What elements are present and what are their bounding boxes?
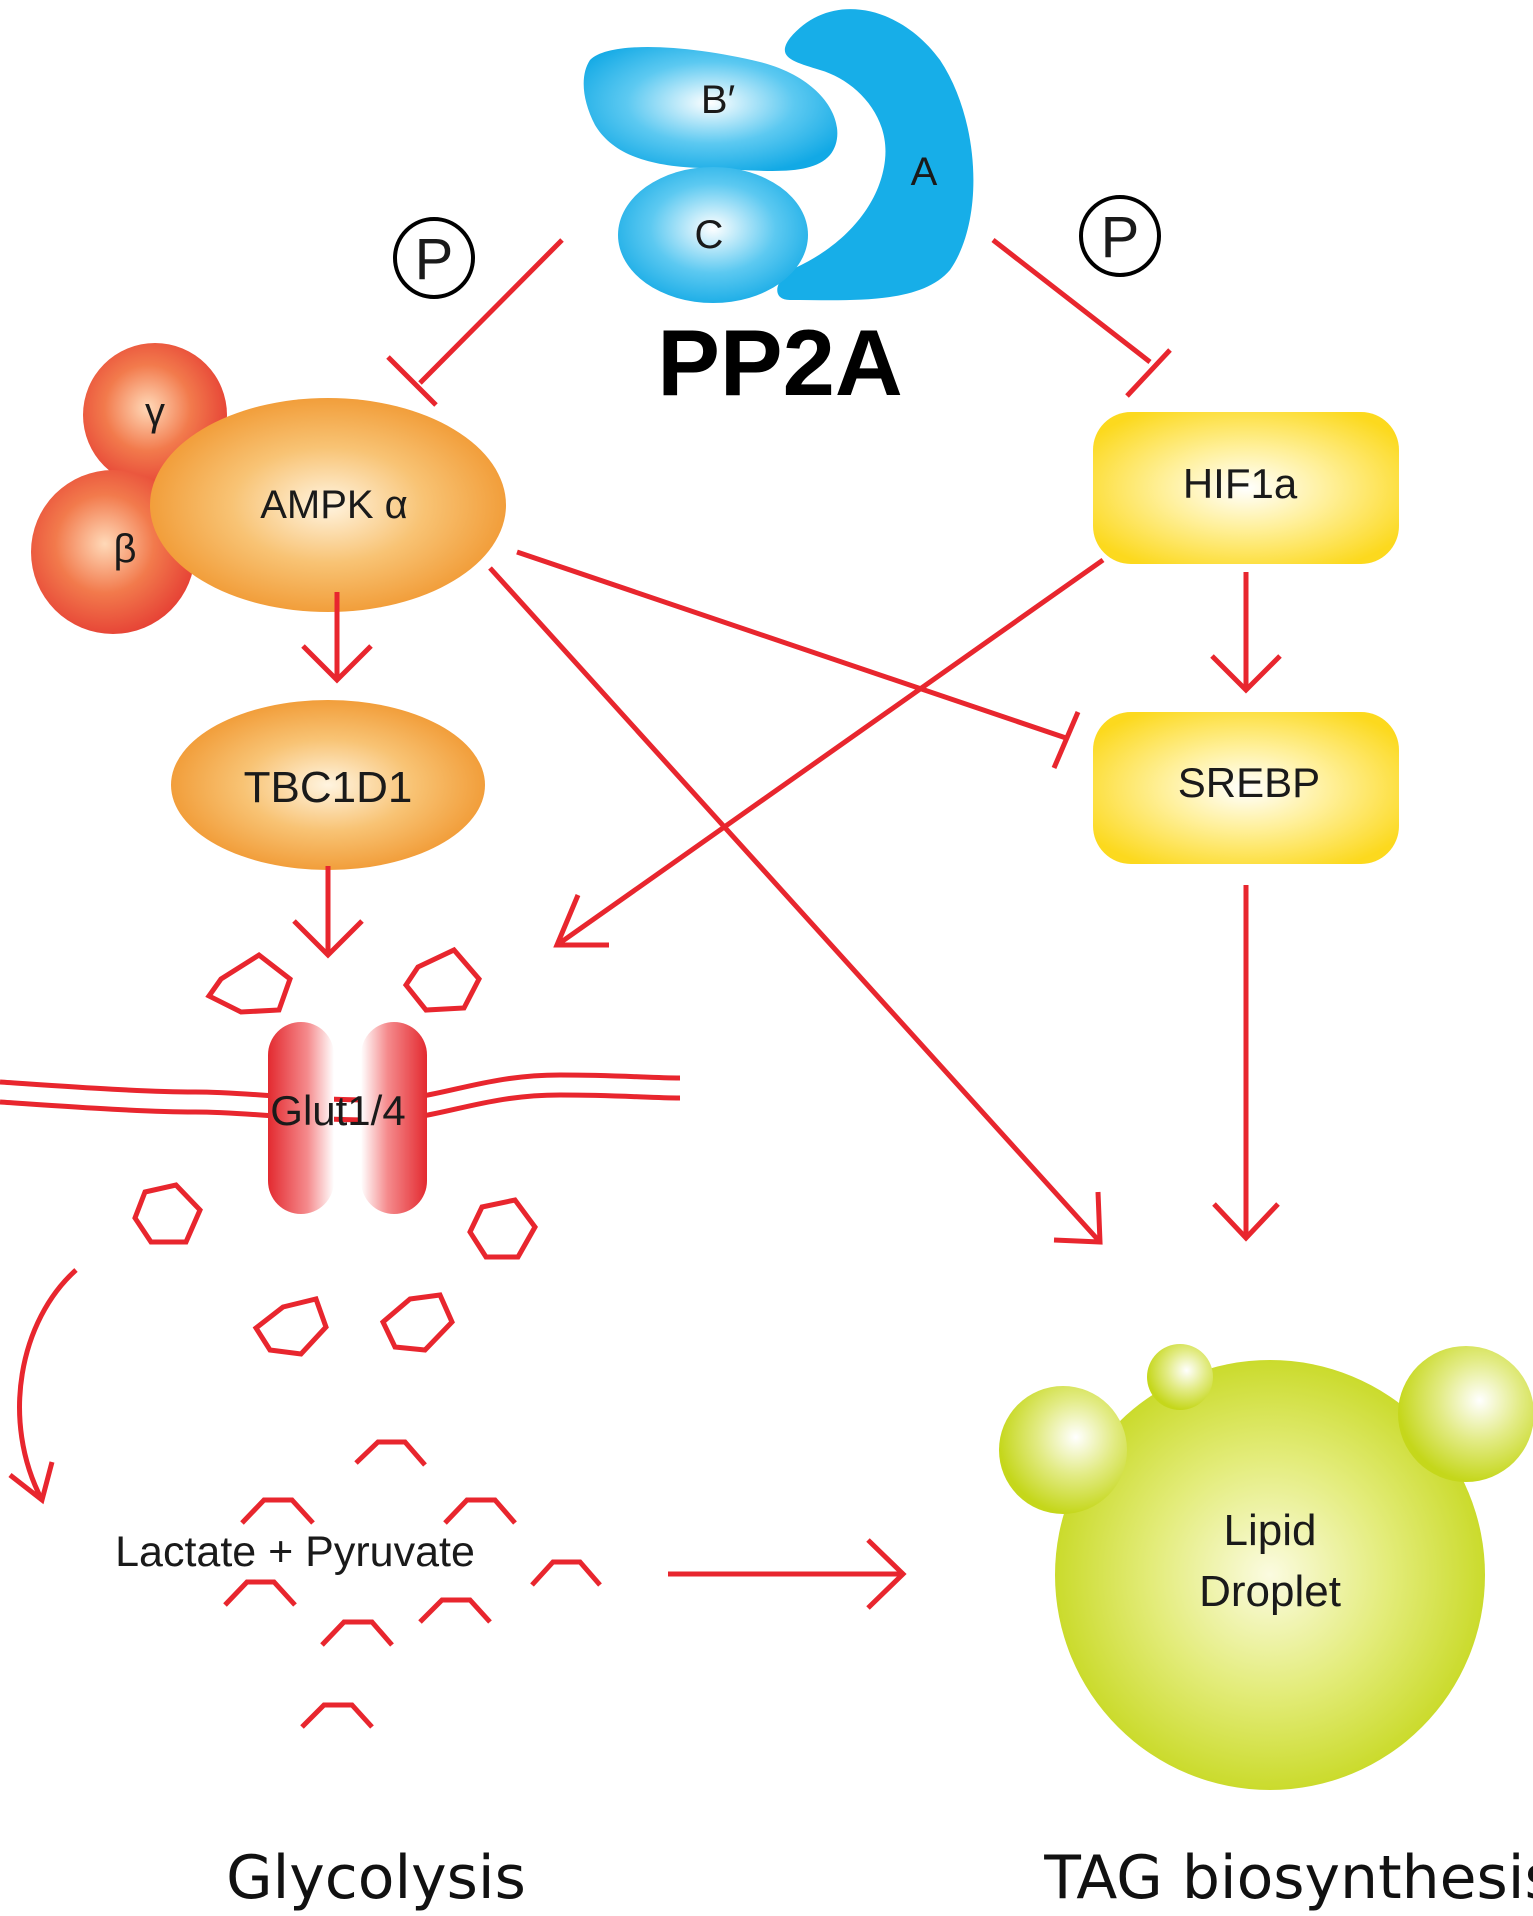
ampk-complex: γ β AMPK α (31, 343, 506, 634)
glucose-hexagon (402, 946, 482, 1013)
pp2a-inhibits-hif1a (991, 238, 1172, 398)
pyruvate-mark (418, 1597, 492, 1624)
lipid-droplet-bud-right (1398, 1346, 1533, 1482)
pyruvate-mark (300, 1702, 374, 1729)
ampk-alpha-shape (150, 398, 506, 612)
ampk-inhibits-srebp (516, 549, 1081, 769)
lipid-droplet: Lipid Droplet (999, 1344, 1533, 1790)
pp2a-subunit-c-shape (618, 167, 808, 303)
lipid-droplet-main (1055, 1360, 1485, 1790)
hif1a-node: HIF1a (1093, 412, 1399, 564)
glucose-hexagon (205, 951, 293, 1015)
lipid-droplet-label-line1: Lipid (1224, 1506, 1317, 1555)
lactate-to-lipid-arrow (668, 1538, 907, 1610)
tbc1d1-shape (171, 700, 485, 870)
pp2a-subunit-a-shape (777, 9, 974, 301)
pyruvate-mark (223, 1579, 297, 1607)
glycolysis-arrow (8, 1268, 78, 1505)
srebp-activates-lipid (1212, 885, 1280, 1242)
pp2a-title: PP2A (657, 310, 903, 415)
lipid-droplet-bud-top (1147, 1344, 1213, 1410)
pp2a-inhibits-ampk (386, 238, 564, 407)
glut-label: Glut1/4 (270, 1087, 405, 1134)
glucose-molecules (132, 946, 538, 1357)
tbc1d1-node: TBC1D1 (171, 700, 485, 870)
ampk-activates-tbc1d1 (301, 592, 373, 684)
glut-transporter: Glut1/4 (268, 1022, 427, 1214)
pyruvate-mark (354, 1439, 427, 1467)
phospho-left-label: P (415, 227, 454, 292)
hif1a-shape (1093, 412, 1399, 564)
pyruvate-mark (240, 1497, 315, 1525)
glucose-hexagon (467, 1197, 538, 1260)
ampk-beta-label: β (113, 527, 136, 571)
lactate-pyruvate-molecules (223, 1439, 602, 1729)
hif1a-label: HIF1a (1183, 460, 1298, 507)
phospho-left: P (393, 217, 475, 299)
phospho-right: P (1079, 195, 1161, 277)
pp2a-subunit-b-label: B′ (701, 78, 735, 122)
phospho-right-circle (1079, 195, 1161, 277)
lipid-droplet-label-line2: Droplet (1199, 1567, 1341, 1616)
pyruvate-mark (443, 1497, 517, 1525)
pyruvate-mark (320, 1619, 394, 1647)
srebp-shape (1093, 712, 1399, 864)
srebp-node: SREBP (1093, 712, 1399, 864)
ampk-gamma-label: γ (145, 390, 165, 434)
glut-right-half (361, 1022, 427, 1214)
srebp-label: SREBP (1178, 759, 1320, 806)
glut-left-half (268, 1022, 334, 1214)
tbc1d1-label: TBC1D1 (244, 763, 413, 812)
pp2a-subunit-c-label: C (695, 213, 724, 257)
tbc1d1-activates-glut (292, 866, 364, 959)
pp2a-complex: B′ A C PP2A (583, 9, 974, 415)
lactate-pyruvate-label: Lactate + Pyruvate (115, 1528, 475, 1576)
phospho-right-label: P (1101, 205, 1140, 270)
glucose-hexagon (252, 1296, 329, 1357)
ampk-alpha-label: AMPK α (260, 483, 408, 527)
lipid-droplet-bud-left (999, 1386, 1127, 1514)
caption-tag-biosynthesis: TAG biosynthesis (1043, 1843, 1533, 1913)
hif1a-activates-srebp (1210, 572, 1282, 694)
glucose-hexagon (379, 1292, 455, 1353)
glucose-hexagon (132, 1182, 203, 1245)
phospho-left-circle (393, 217, 475, 299)
ampk-activates-lipid (488, 566, 1103, 1245)
caption-glycolysis: Glycolysis (226, 1843, 526, 1913)
pp2a-subunit-b-shape (583, 47, 838, 171)
hif1a-activates-glut (553, 557, 1105, 948)
pp2a-subunit-a-label: A (911, 150, 938, 194)
pyruvate-mark (530, 1559, 602, 1587)
